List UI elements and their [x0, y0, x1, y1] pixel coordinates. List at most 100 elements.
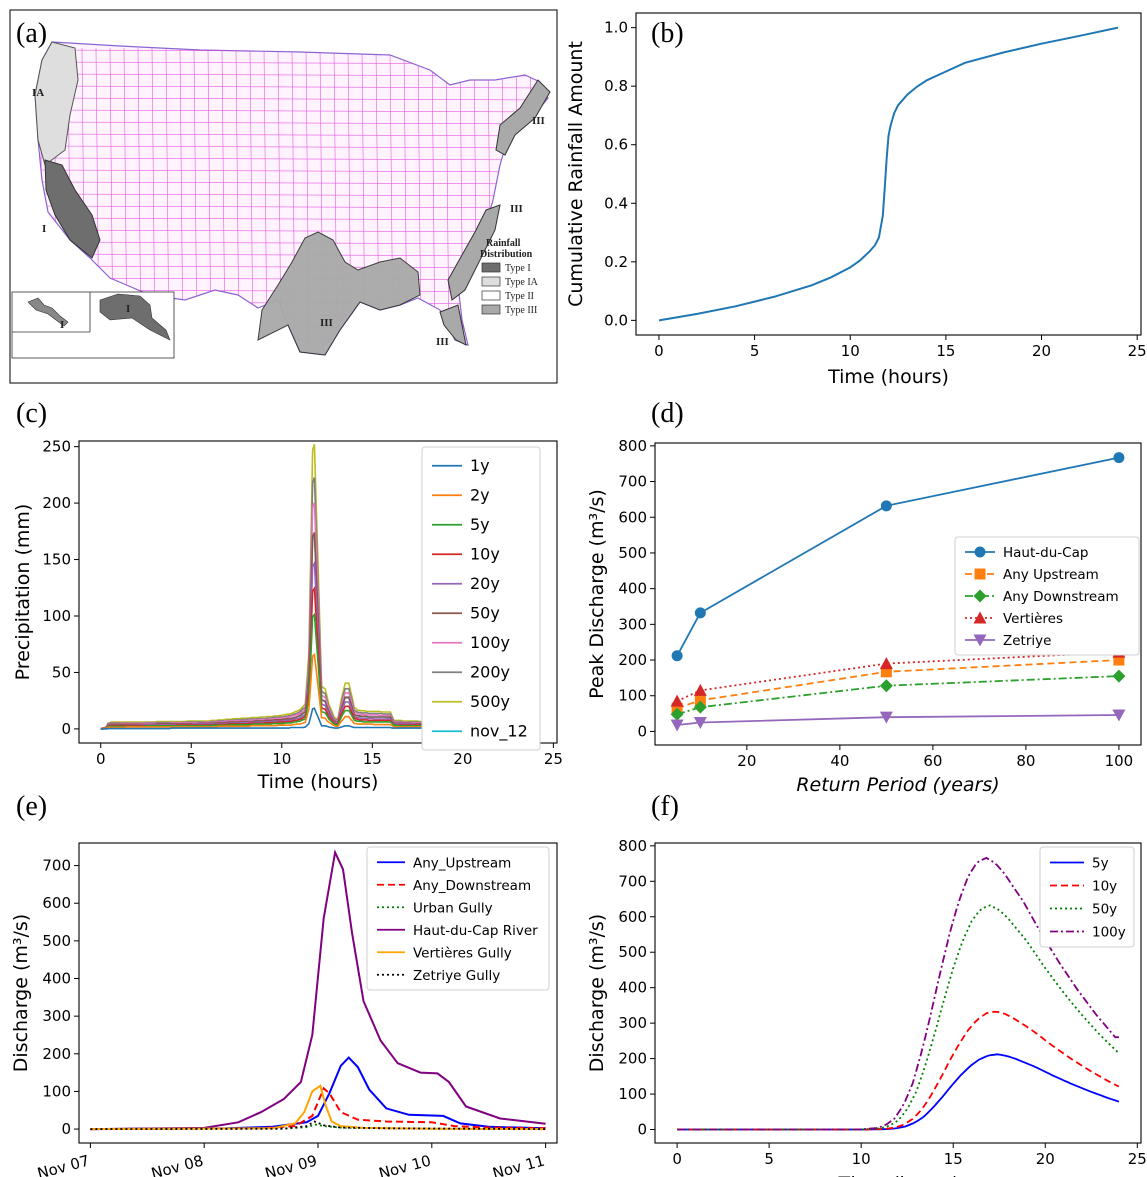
x-axis-label: Time (hours)	[837, 1173, 958, 1177]
y-tick-label: 200	[42, 1045, 71, 1063]
county-line-v	[431, 47, 436, 351]
series-line-Any Upstream	[676, 659, 1119, 710]
x-axis-label: Time (hours)	[257, 771, 379, 793]
y-tick-label: 700	[618, 473, 647, 491]
county-line-h	[35, 217, 548, 221]
chart-f: 0 5 10 15 20 25 0 100 200 300 400 500 600 700 800 Time …	[586, 837, 1147, 1177]
x-tick-label: 5	[764, 1150, 774, 1168]
series-line-50y	[677, 904, 1120, 1131]
x-tick-label: 5	[186, 750, 196, 768]
map-legend-swatch	[481, 290, 501, 301]
x-tick-label: Nov 08	[149, 1151, 205, 1177]
series-line-Haut-du-Cap	[676, 456, 1120, 657]
marker-Zetriye	[1112, 709, 1126, 722]
map-legend: Type I Type IA Type II Type III	[481, 262, 539, 316]
y-tick-label: 100	[618, 1085, 647, 1103]
map-label-iii-fl: III	[436, 336, 449, 348]
marker-Any Downstream	[1112, 669, 1126, 683]
chart-e: Nov 07 Nov 08 Nov 09 Nov 10 Nov 11 0 100 200 300…	[10, 842, 558, 1177]
legend-label-5y: 5y	[1092, 856, 1109, 872]
map-legend-label: Type II	[505, 291, 534, 302]
legend-label-Urban Gully: Urban Gully	[413, 900, 493, 916]
series-line-Any_Downstream	[90, 1086, 546, 1131]
y-tick-label: 400	[42, 970, 71, 988]
series-line-10y	[677, 1010, 1120, 1131]
county-line-h	[35, 205, 548, 209]
y-axis-label: Precipitation (mm)	[12, 504, 34, 681]
marker-Haut-du-Cap	[974, 546, 986, 558]
region-type-iii-florida	[439, 304, 467, 346]
x-tick-label: Nov 10	[377, 1151, 433, 1177]
y-axis-label: Discharge (m³/s)	[10, 914, 32, 1072]
panel-label-b: (b)	[651, 18, 684, 49]
y-tick-label: 600	[618, 908, 647, 926]
x-tick-label: 20	[1032, 342, 1051, 360]
legend-label-Haut-du-Cap River: Haut-du-Cap River	[413, 923, 538, 939]
series-line-Zetriye	[677, 714, 1119, 726]
marker-Vertières	[973, 611, 987, 624]
county-line-h	[35, 157, 548, 161]
map-legend-title-2: Distribution	[480, 249, 533, 260]
y-tick-label: 0	[61, 720, 71, 738]
marker-Vertières	[670, 694, 684, 707]
panel-label-e: (e)	[16, 791, 47, 822]
legend-label-500y: 500y	[470, 692, 510, 711]
y-tick-label: 700	[42, 857, 71, 875]
marker-Any Upstream	[974, 568, 986, 580]
county-line-h	[35, 229, 548, 233]
marker-Haut-du-Cap	[1113, 452, 1125, 464]
marker-Zetriye	[879, 711, 893, 724]
legend-label-20y: 20y	[470, 574, 500, 593]
marker-Zetriye	[693, 717, 707, 730]
y-tick-label: 600	[42, 894, 71, 912]
x-tick-label: 0	[96, 750, 106, 768]
panel-label-a: (a)	[16, 18, 47, 49]
map-label-iii-gulf: III	[320, 317, 333, 329]
x-axis-label: Time (hours)	[827, 366, 949, 388]
y-tick-label: 250	[42, 438, 71, 456]
marker-Zetriye	[973, 634, 987, 647]
marker-Any Downstream	[879, 679, 893, 693]
map-legend-swatch	[481, 262, 501, 273]
chart-b: 0 5 10 15 20 25 0.0 0.2 0.4 0.6 0.8 1.0 Time (hours)…	[565, 12, 1147, 388]
plot-area-frame	[78, 440, 558, 744]
county-line-v	[263, 47, 268, 351]
marker-Haut-du-Cap	[880, 500, 892, 512]
x-tick-label: 5	[750, 342, 760, 360]
county-line-h	[35, 145, 548, 149]
legend-label-200y: 200y	[470, 662, 510, 681]
county-line-h	[35, 97, 548, 101]
y-axis-label: Cumulative Rainfall Amount	[565, 41, 587, 307]
legend-label-Zetriye Gully: Zetriye Gully	[413, 968, 500, 984]
series-line-cumulative	[658, 26, 1119, 322]
plot-area-frame	[635, 12, 1142, 336]
x-tick-label: 20	[737, 752, 756, 770]
x-tick-label: 20	[453, 750, 472, 768]
map-legend-label: Type III	[505, 305, 537, 316]
map-legend-swatch	[481, 276, 501, 287]
x-tick-label: 15	[944, 1150, 963, 1168]
map-label-iii-ne: III	[532, 115, 545, 127]
x-tick-label: 10	[272, 750, 291, 768]
chart-d: 20 40 60 80 100 0 100 200 300 400 500 600 700 800 Retu…	[586, 437, 1142, 796]
x-tick-label: Nov 11	[491, 1151, 547, 1177]
map-legend-swatch	[481, 304, 501, 315]
county-line-h	[35, 241, 548, 245]
map-label-i-west: I	[42, 223, 46, 235]
y-tick-label: 0	[61, 1120, 71, 1138]
legend-box	[421, 446, 541, 751]
y-tick-label: 300	[42, 1007, 71, 1025]
x-tick-label: 25	[544, 750, 563, 768]
marker-Vertières	[879, 657, 893, 670]
x-tick-label: Nov 07	[35, 1151, 91, 1177]
x-tick-label: 20	[1036, 1150, 1055, 1168]
y-tick-label: 500	[618, 943, 647, 961]
legend-label-2y: 2y	[470, 485, 490, 504]
y-tick-label: 200	[618, 651, 647, 669]
x-tick-label: 40	[830, 752, 849, 770]
y-tick-label: 0.2	[604, 253, 628, 271]
us-map-outline	[34, 41, 549, 356]
